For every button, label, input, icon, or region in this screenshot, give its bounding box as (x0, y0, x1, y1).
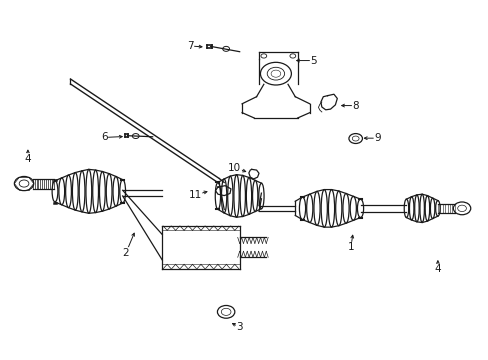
Text: 2: 2 (122, 248, 129, 258)
Text: 1: 1 (347, 242, 353, 252)
Text: 8: 8 (352, 100, 358, 111)
Text: 9: 9 (373, 133, 380, 143)
Text: 6: 6 (101, 132, 107, 143)
Text: 10: 10 (228, 163, 241, 172)
Text: 5: 5 (310, 55, 316, 66)
Text: 7: 7 (186, 41, 193, 51)
Text: 4: 4 (24, 154, 31, 164)
Text: 3: 3 (236, 322, 243, 332)
Text: 4: 4 (434, 264, 440, 274)
Text: 11: 11 (188, 190, 202, 200)
